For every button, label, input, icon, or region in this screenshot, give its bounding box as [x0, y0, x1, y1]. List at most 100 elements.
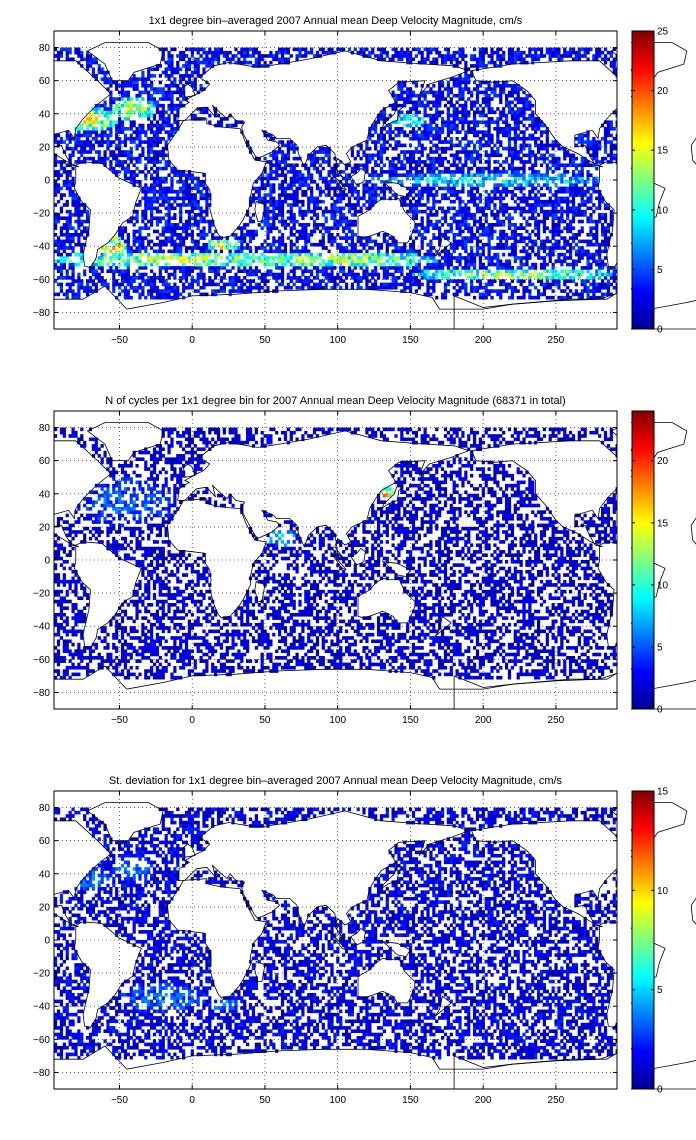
- heatmap-cell: [199, 60, 203, 65]
- heatmap-cell: [68, 146, 72, 151]
- heatmap-cell: [109, 153, 113, 158]
- heatmap-cell: [379, 180, 384, 184]
- heatmap-cell: [429, 140, 433, 144]
- heatmap-cell: [339, 216, 343, 221]
- heatmap-cell: [478, 103, 483, 108]
- heatmap-cell: [330, 226, 334, 230]
- heatmap-cell: [429, 189, 433, 194]
- heatmap-cell: [493, 276, 497, 280]
- heatmap-cell: [170, 226, 174, 230]
- heatmap-cell: [260, 272, 264, 277]
- heatmap-cell: [129, 219, 133, 224]
- heatmap-cell: [68, 173, 72, 177]
- heatmap-cell: [283, 176, 288, 181]
- heatmap-cell: [365, 156, 369, 161]
- heatmap-cell: [155, 256, 160, 260]
- heatmap-cell: [478, 136, 483, 141]
- heatmap-cell: [440, 146, 445, 151]
- heatmap-cell: [435, 100, 439, 105]
- heatmap-cell: [347, 226, 352, 230]
- heatmap-cell: [455, 100, 459, 105]
- heatmap-cell: [484, 133, 488, 138]
- heatmap-cell: [411, 266, 416, 270]
- heatmap-cell: [147, 206, 151, 211]
- heatmap-cell: [397, 249, 401, 254]
- heatmap-cell: [420, 123, 424, 128]
- heatmap-cell: [135, 87, 139, 91]
- heatmap-cell: [275, 285, 279, 290]
- heatmap-cell: [129, 285, 133, 290]
- heatmap-cell: [228, 113, 232, 118]
- heatmap-cell: [283, 47, 288, 52]
- heatmap-cell: [179, 226, 183, 230]
- heatmap-cell: [147, 199, 151, 204]
- heatmap-cell: [388, 173, 392, 177]
- heatmap-cell: [496, 57, 500, 62]
- heatmap-cell: [371, 269, 375, 274]
- heatmap-cell: [467, 150, 471, 154]
- heatmap-cell: [161, 107, 165, 111]
- heatmap-cell: [440, 262, 445, 267]
- heatmap-cell: [193, 70, 197, 75]
- heatmap-cell: [388, 113, 392, 118]
- heatmap-cell: [388, 266, 392, 270]
- heatmap-cell: [484, 295, 488, 300]
- heatmap-cell: [88, 289, 93, 293]
- heatmap-cell: [344, 203, 349, 207]
- heatmap-cell: [106, 146, 110, 151]
- heatmap-cell: [484, 80, 488, 85]
- heatmap-cell: [150, 127, 154, 131]
- heatmap-cell: [315, 160, 320, 164]
- heatmap-cell: [432, 282, 436, 287]
- heatmap-cell: [155, 67, 160, 72]
- heatmap-cell: [385, 146, 389, 151]
- heatmap-cell: [391, 193, 395, 197]
- heatmap-cell: [289, 269, 293, 274]
- heatmap-cell: [202, 47, 206, 52]
- heatmap-cell: [481, 276, 485, 280]
- heatmap-cell: [243, 236, 247, 240]
- heatmap-cell: [147, 146, 151, 151]
- heatmap-cell: [193, 60, 197, 65]
- heatmap-cell: [141, 285, 145, 290]
- heatmap-cell: [414, 136, 418, 141]
- heatmap-cell: [170, 256, 174, 260]
- heatmap-cell: [109, 103, 113, 108]
- heatmap-cell: [184, 47, 189, 52]
- heatmap-cell: [467, 67, 471, 72]
- heatmap-cell: [487, 206, 491, 211]
- heatmap-cell: [123, 140, 128, 144]
- heatmap-cell: [65, 269, 69, 274]
- heatmap-cell: [435, 266, 439, 270]
- heatmap-cell: [443, 60, 448, 65]
- heatmap-cell: [278, 249, 282, 254]
- heatmap-cell: [214, 50, 218, 55]
- heatmap-cell: [327, 262, 331, 267]
- heatmap-cell: [356, 153, 360, 158]
- heatmap-cell: [97, 266, 101, 270]
- heatmap-cell: [269, 246, 273, 250]
- heatmap-cell: [406, 176, 410, 181]
- heatmap-cell: [54, 292, 58, 297]
- heatmap-cell: [394, 269, 398, 274]
- heatmap-cell: [170, 229, 174, 234]
- heatmap-cell: [150, 80, 154, 85]
- heatmap-cell: [318, 279, 322, 283]
- heatmap-cell: [216, 242, 221, 247]
- heatmap-cell: [68, 266, 72, 270]
- heatmap-cell: [470, 229, 474, 234]
- heatmap-cell: [278, 236, 282, 240]
- heatmap-cell: [86, 64, 90, 68]
- heatmap-cell: [304, 176, 308, 181]
- heatmap-cell: [187, 226, 192, 230]
- heatmap-cell: [272, 163, 276, 168]
- heatmap-cell: [182, 289, 186, 293]
- heatmap-cell: [435, 176, 439, 181]
- heatmap-cell: [170, 93, 174, 98]
- heatmap-cell: [54, 153, 58, 158]
- heatmap-cell: [429, 87, 433, 91]
- heatmap-cell: [193, 256, 197, 260]
- heatmap-cell: [205, 199, 209, 204]
- heatmap-cell: [80, 123, 84, 128]
- heatmap-cell: [199, 183, 203, 187]
